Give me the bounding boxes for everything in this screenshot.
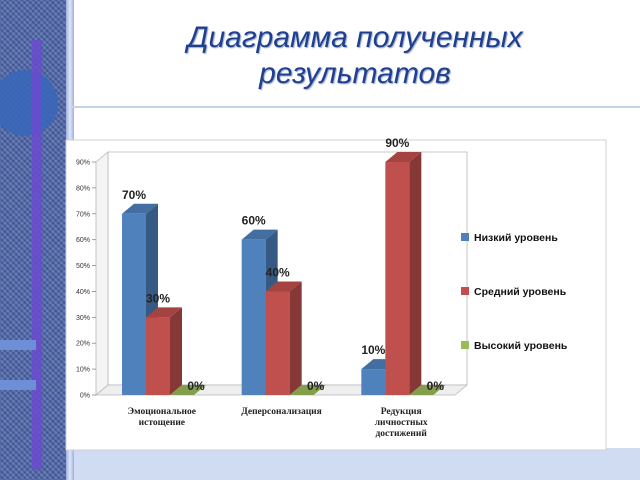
y-tick-label: 60% — [76, 237, 90, 244]
bar — [265, 291, 290, 395]
bar-top — [146, 307, 182, 318]
data-label: 0% — [427, 379, 445, 393]
y-tick-label: 40% — [76, 289, 90, 296]
bar-side — [289, 281, 302, 395]
data-label: 40% — [266, 265, 290, 279]
bar — [385, 162, 410, 395]
bar-top — [289, 385, 326, 395]
y-tick-label: 30% — [76, 315, 90, 322]
data-label: 90% — [385, 136, 409, 150]
bottom-band — [74, 448, 640, 480]
bar — [146, 317, 170, 395]
category-label: Эмоциональное — [128, 407, 196, 417]
side-decoration — [0, 0, 72, 480]
category-label: достижений — [376, 428, 428, 439]
bar-side — [409, 152, 422, 395]
y-tick-label: 50% — [76, 263, 90, 270]
y-tick-label: 20% — [76, 341, 90, 348]
decorative-stripe — [32, 40, 42, 470]
legend-swatch — [461, 341, 469, 349]
category-label: личностных — [375, 418, 428, 428]
legend-swatch — [461, 287, 469, 295]
legend-swatch — [461, 233, 469, 241]
slide-title-line-2: результатов — [259, 57, 451, 90]
chart-legend: Низкий уровень Средний уровень Высокий уро… — [461, 232, 568, 352]
y-tick-label: 0% — [80, 393, 90, 400]
legend-label: Высокий уровень — [474, 340, 568, 352]
bar — [241, 239, 266, 395]
decorative-bar — [0, 380, 36, 390]
data-label: 60% — [242, 214, 266, 228]
chart-side-wall — [95, 151, 109, 396]
bar-top — [241, 229, 278, 240]
category-label: истощение — [139, 418, 185, 428]
y-tick-label: 90% — [76, 160, 90, 167]
bar-top — [385, 152, 422, 162]
bar-side — [170, 307, 182, 395]
data-label: 70% — [122, 188, 146, 202]
slide-title-line-1: Диаграмма полученных — [187, 21, 523, 54]
data-label: 0% — [307, 379, 325, 393]
legend-label: Низкий уровень — [474, 232, 558, 244]
data-label: 0% — [187, 379, 205, 393]
y-tick-label: 80% — [76, 185, 90, 192]
y-tick-label: 10% — [76, 367, 90, 374]
slide-title: Диаграмма полученных результатов — [120, 20, 590, 92]
category-label: Редукция — [381, 407, 422, 417]
decorative-circle — [0, 70, 58, 136]
decorative-bar — [0, 340, 36, 350]
bar-top — [265, 281, 302, 292]
bar-top — [122, 203, 158, 214]
bar-top — [170, 385, 206, 395]
chart-data-labels: 70% 30% 0% 60% 40% 0% 10% 90% 0% — [122, 136, 444, 393]
category-label: Деперсонализация — [241, 407, 322, 417]
bar-top — [409, 385, 446, 395]
bar — [361, 369, 386, 395]
bar — [122, 213, 146, 395]
title-divider — [72, 106, 640, 108]
data-label: 10% — [361, 343, 385, 357]
y-tick-label: 70% — [76, 211, 90, 218]
chart-bars — [122, 152, 446, 396]
data-label: 30% — [146, 291, 170, 305]
legend-label: Средний уровень — [474, 286, 567, 298]
